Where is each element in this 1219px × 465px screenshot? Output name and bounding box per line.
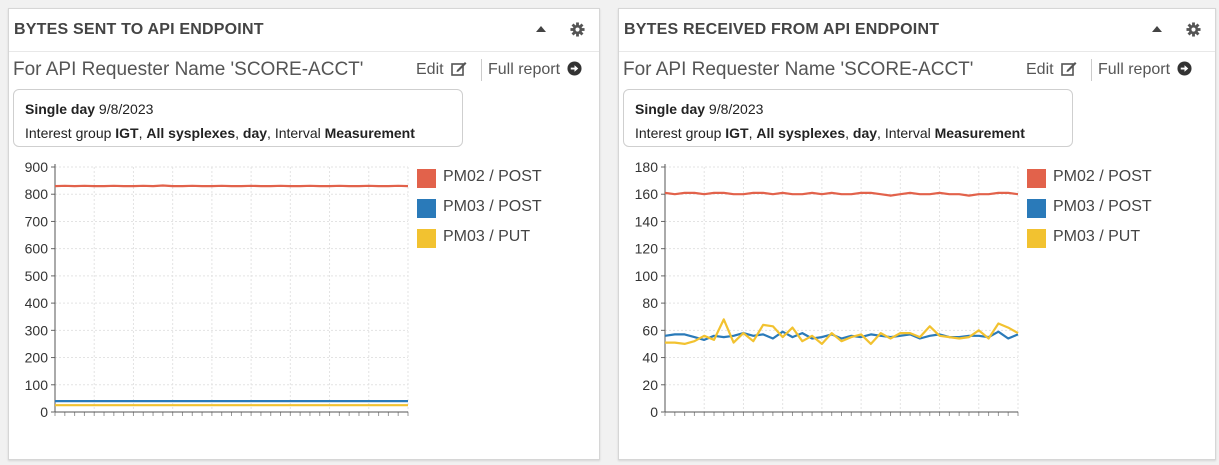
y-tick-label: 140 [635, 213, 659, 229]
legend-label: PM03 / POST [1053, 198, 1152, 215]
legend-label: PM02 / POST [1053, 168, 1152, 185]
y-tick-label: 180 [635, 159, 659, 175]
edit-label: Edit [416, 61, 444, 78]
caret-up-icon [1152, 26, 1162, 32]
filter-info-box: Single day 9/8/2023 Interest group IGT, … [623, 89, 1073, 147]
info-sysplex: All sysplexes [146, 125, 236, 141]
y-tick-label: 60 [642, 322, 658, 338]
y-tick-label: 300 [25, 322, 49, 338]
info-date: 9/8/2023 [708, 101, 764, 117]
full-report-label: Full report [1098, 61, 1171, 78]
info-line-2: Interest group IGT, All sysplexes, day, … [635, 121, 1061, 145]
settings-button[interactable] [1185, 21, 1201, 37]
panel-header: BYTES SENT TO API ENDPOINT [9, 9, 599, 52]
legend-label: PM03 / PUT [1053, 228, 1141, 245]
legend-label: PM02 / POST [443, 168, 542, 185]
y-tick-label: 120 [635, 241, 659, 257]
info-line-1: Single day 9/8/2023 [25, 97, 451, 121]
settings-button[interactable] [569, 21, 585, 37]
series-line-pm03-put [665, 318, 1019, 345]
legend-label: PM03 / PUT [443, 228, 531, 245]
edit-icon [1061, 62, 1077, 76]
info-line-1: Single day 9/8/2023 [635, 97, 1061, 121]
panel-header: BYTES RECEIVED FROM API ENDPOINT [619, 9, 1215, 52]
series-line-pm03-post [664, 330, 1019, 341]
y-tick-label: 800 [25, 186, 49, 202]
info-interval: Measurement [324, 125, 415, 141]
panel-title: BYTES SENT TO API ENDPOINT [14, 21, 264, 38]
y-tick-label: 700 [25, 213, 49, 229]
y-tick-label: 500 [25, 268, 49, 284]
info-granularity: day [852, 125, 878, 141]
info-line-2: Interest group IGT, All sysplexes, day, … [25, 121, 451, 145]
info-group: IGT [725, 125, 749, 141]
info-sep: , [748, 125, 753, 141]
bytes-sent-panel: BYTES SENT TO API ENDPOINT [8, 8, 600, 460]
edit-icon [451, 62, 467, 76]
y-tick-label: 20 [642, 377, 658, 393]
series-line-pm02-post [54, 184, 409, 188]
y-tick-label: 160 [635, 186, 659, 202]
edit-link[interactable]: Edit [1026, 61, 1077, 79]
info-interval: Measurement [934, 125, 1025, 141]
y-tick-label: 400 [25, 295, 49, 311]
info-group-prefix: Interest group [635, 125, 722, 141]
arrow-circle-right-icon [1177, 61, 1193, 76]
y-tick-label: 100 [635, 268, 659, 284]
info-day-label: Single day [635, 101, 706, 117]
y-tick-label: 40 [642, 350, 658, 366]
series-line-pm02-post [664, 191, 1019, 197]
panel-title: BYTES RECEIVED FROM API ENDPOINT [624, 21, 940, 38]
y-tick-label: 0 [40, 404, 48, 420]
y-tick-label: 100 [25, 377, 49, 393]
info-sysplex: All sysplexes [756, 125, 846, 141]
legend-swatch [1027, 199, 1046, 218]
info-sep: , [845, 125, 850, 141]
info-sep: , [235, 125, 240, 141]
link-separator [1091, 59, 1092, 81]
full-report-link[interactable]: Full report [488, 61, 583, 79]
y-tick-label: 200 [25, 350, 49, 366]
bytes-received-chart: 0 20 40 60 80 100 120 140 160 180 [635, 159, 1019, 420]
gear-icon [1185, 21, 1201, 37]
caret-up-icon [536, 26, 546, 32]
legend-label: PM03 / POST [443, 198, 542, 215]
legend-swatch [1027, 229, 1046, 248]
legend-swatch [417, 169, 436, 188]
info-sep: , [138, 125, 143, 141]
full-report-link[interactable]: Full report [1098, 61, 1193, 79]
info-group: IGT [115, 125, 139, 141]
legend-swatch [1027, 169, 1046, 188]
legend-swatch [417, 199, 436, 218]
collapse-button[interactable] [533, 21, 549, 37]
y-tick-label: 900 [25, 159, 49, 175]
subtitle-row: For API Requester Name 'SCORE-ACCT' Edit… [619, 56, 1215, 82]
arrow-circle-right-icon [567, 61, 583, 76]
bytes-received-panel: BYTES RECEIVED FROM API ENDPOINT [618, 8, 1216, 460]
y-tick-label: 0 [650, 404, 658, 420]
info-interval-prefix: , Interval [877, 125, 931, 141]
legend-swatch [417, 229, 436, 248]
info-granularity: day [242, 125, 268, 141]
full-report-label: Full report [488, 61, 561, 78]
info-interval-prefix: , Interval [267, 125, 321, 141]
y-tick-label: 600 [25, 241, 49, 257]
edit-link[interactable]: Edit [416, 61, 467, 79]
info-date: 9/8/2023 [98, 101, 154, 117]
gear-icon [569, 21, 585, 37]
y-tick-label: 80 [642, 295, 658, 311]
link-separator [481, 59, 482, 81]
bytes-sent-chart: 0 100 200 300 400 500 600 700 800 900 [25, 159, 409, 420]
edit-label: Edit [1026, 61, 1054, 78]
filter-info-box: Single day 9/8/2023 Interest group IGT, … [13, 89, 463, 147]
info-day-label: Single day [25, 101, 96, 117]
collapse-button[interactable] [1149, 21, 1165, 37]
info-group-prefix: Interest group [25, 125, 112, 141]
subtitle-row: For API Requester Name 'SCORE-ACCT' Edit… [9, 56, 599, 82]
